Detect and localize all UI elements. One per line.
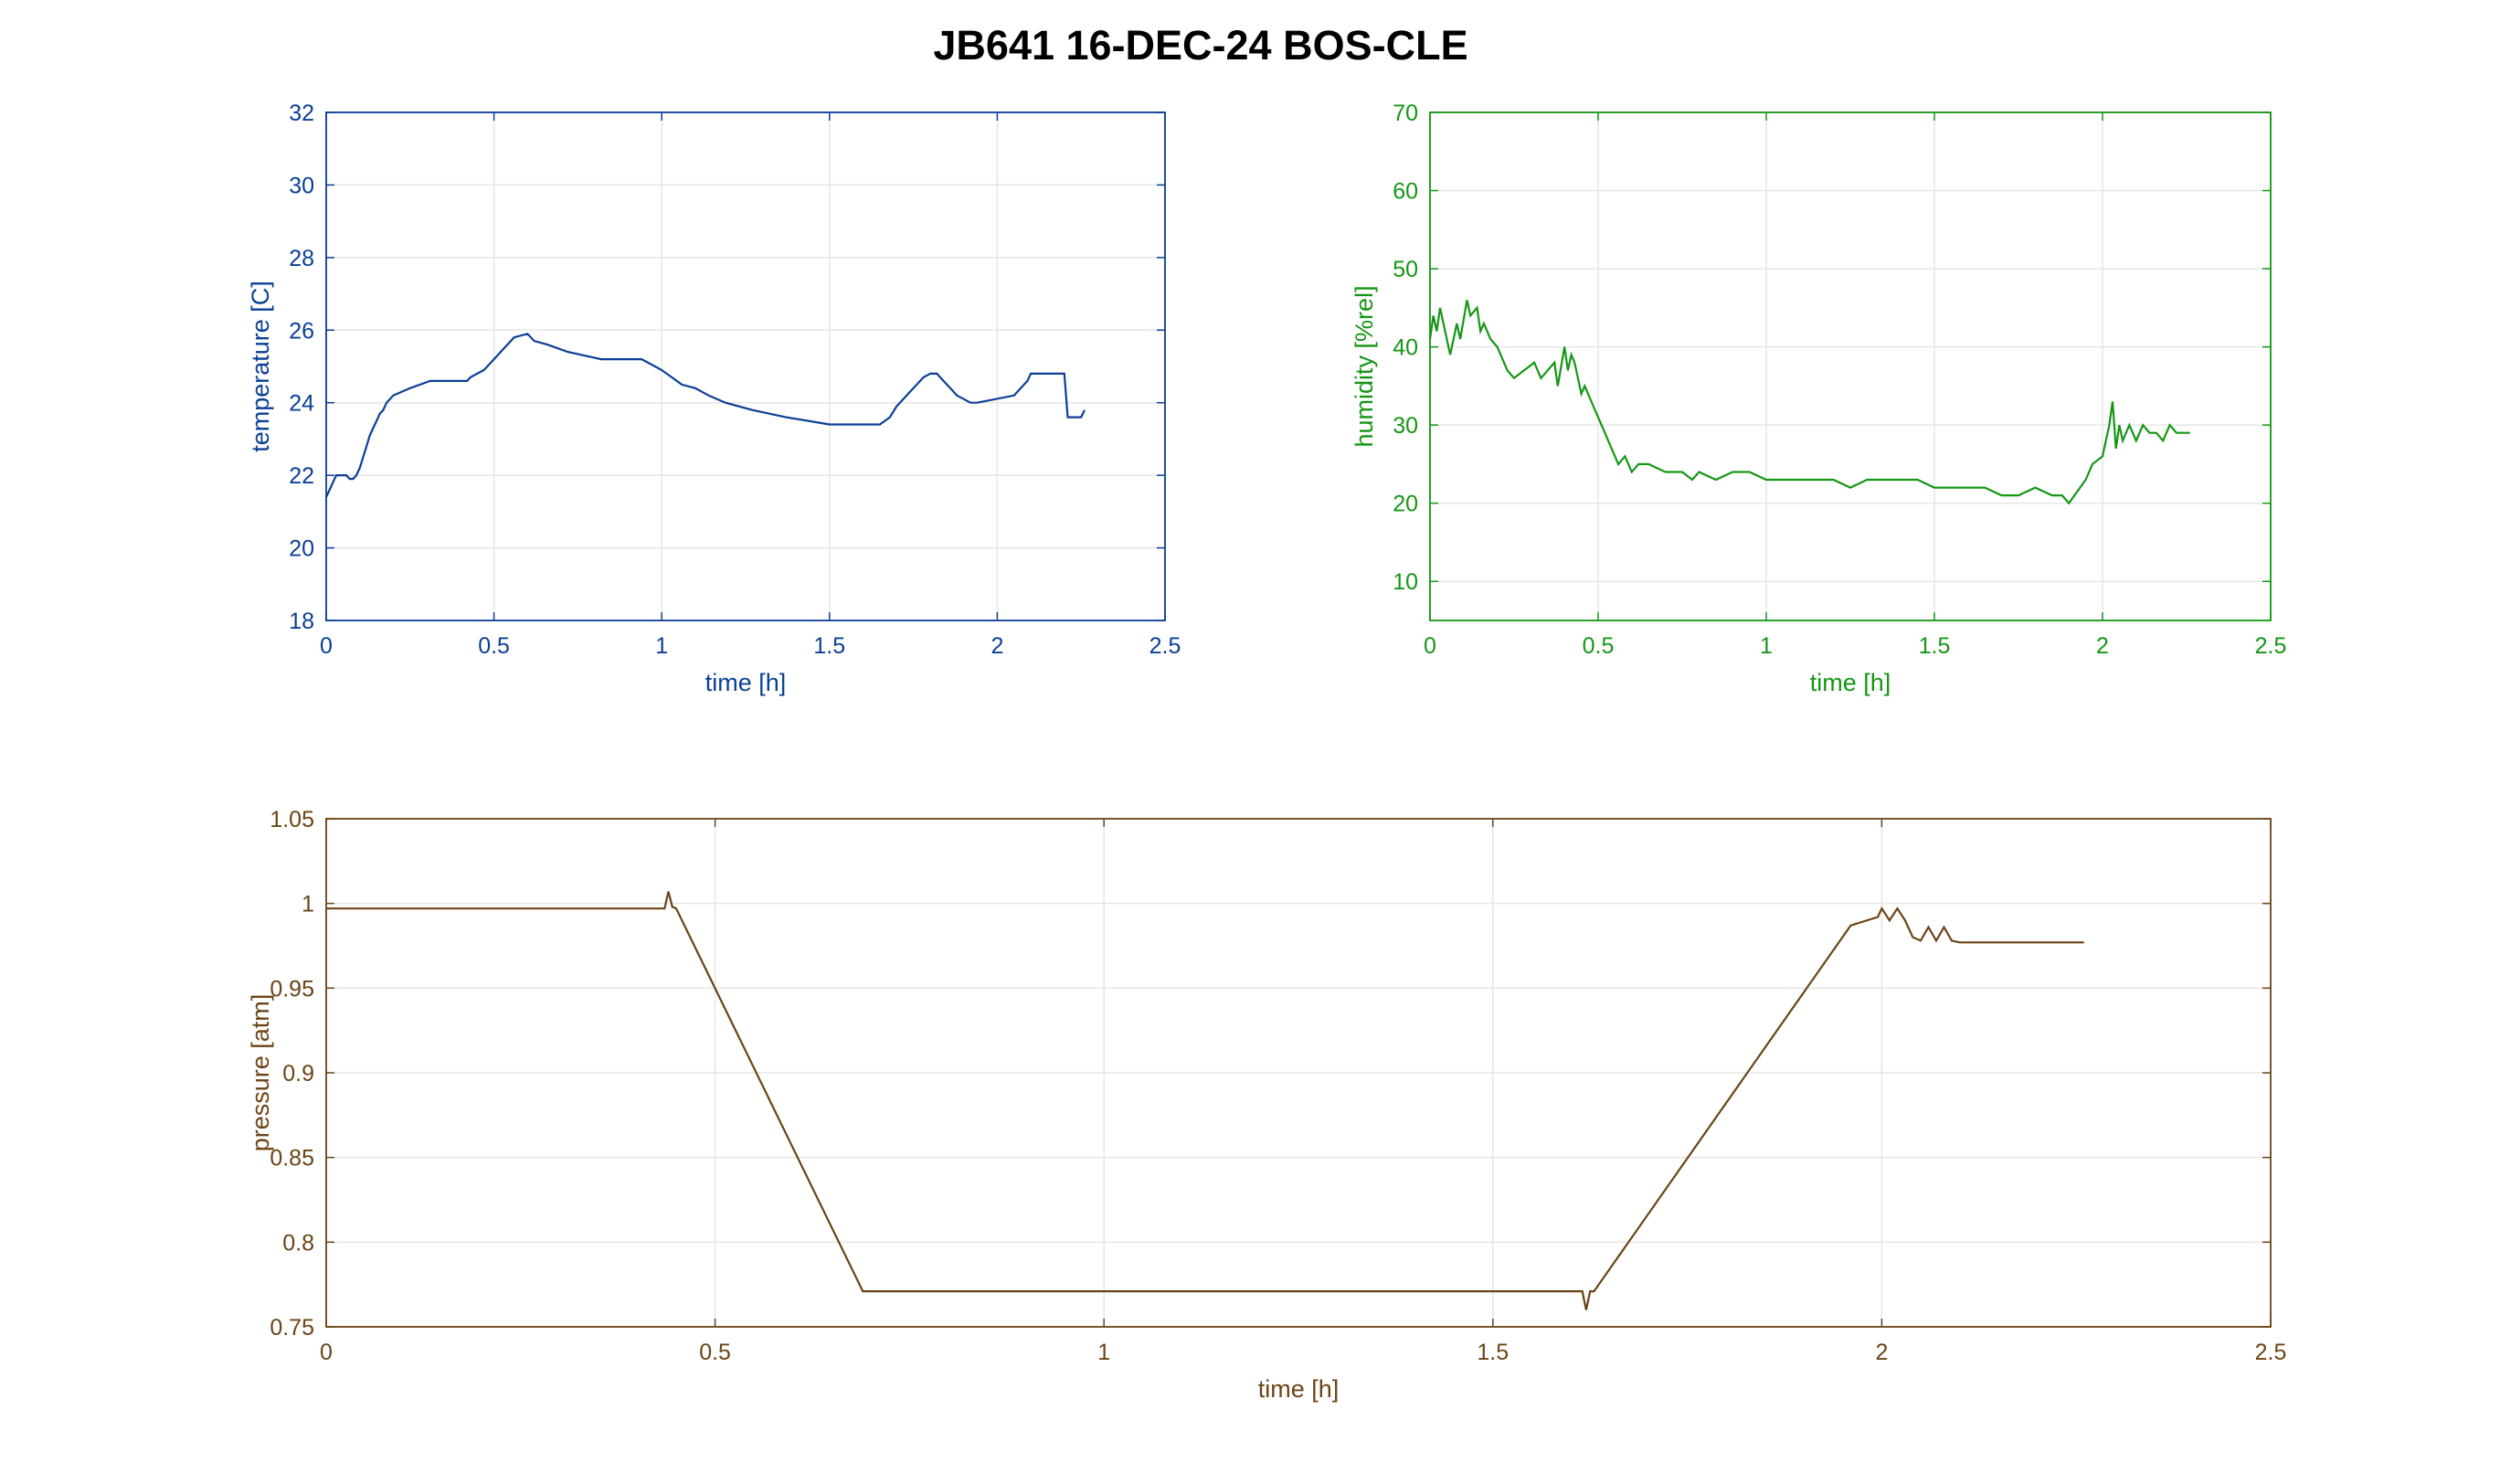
pressure-x-tick-label: 2	[1875, 1340, 1888, 1365]
humidity-y-tick-label: 10	[1393, 569, 1418, 595]
humidity-x-tick-label: 0	[1424, 633, 1436, 659]
pressure-axes-box	[325, 818, 2272, 1328]
temperature-y-tick-label: 32	[289, 101, 314, 126]
pressure-y-tick-label: 0.85	[270, 1146, 314, 1171]
humidity-x-tick-label: 2	[2096, 633, 2109, 659]
temperature-x-tick-label: 0.5	[478, 633, 510, 659]
pressure-y-tick-label: 1.05	[270, 807, 314, 832]
figure-title: JB641 16-DEC-24 BOS-CLE	[933, 22, 1468, 69]
humidity-panel: 0 0.5 1 1.5 2 2.5 10 20 30 40 50 60 70 time [h] humidi…	[1351, 101, 2286, 696]
humidity-y-tick-label: 50	[1393, 257, 1418, 282]
humidity-plot-area	[1430, 112, 2271, 620]
temperature-x-tick-label: 0	[320, 633, 333, 659]
pressure-x-axis-label: time [h]	[1258, 1375, 1340, 1403]
pressure-x-tick-label: 1	[1097, 1340, 1110, 1365]
temperature-y-tick-label: 30	[289, 173, 314, 198]
pressure-y-tick-label: 0.75	[270, 1315, 314, 1341]
temperature-x-axis-label: time [h]	[705, 669, 787, 696]
temperature-y-tick-label: 28	[289, 246, 314, 271]
temperature-series-line	[325, 333, 1086, 498]
humidity-x-tick-label: 1	[1760, 633, 1773, 659]
humidity-series-line	[1428, 300, 2190, 505]
temperature-panel: 0 0.5 1 1.5 2 2.5 18 20 22 24 26 28 30 32 time [h] temp…	[247, 101, 1181, 696]
temperature-y-tick-label: 24	[289, 391, 314, 417]
pressure-y-axis-label: pressure [atm]	[247, 994, 274, 1152]
humidity-x-tick-label: 2.5	[2255, 633, 2287, 659]
humidity-y-tick-label: 70	[1393, 101, 1418, 126]
pressure-y-tick-label: 0.95	[270, 976, 314, 1002]
pressure-x-tick-label: 0.5	[699, 1340, 731, 1365]
pressure-y-tick-label: 0.8	[282, 1230, 314, 1256]
humidity-y-tick-label: 20	[1393, 492, 1418, 517]
temperature-y-tick-label: 26	[289, 318, 314, 344]
temperature-x-tick-label: 1	[655, 633, 668, 659]
pressure-series-line	[326, 891, 2084, 1310]
pressure-y-tick-label: 1	[302, 892, 314, 917]
temperature-y-tick-label: 18	[289, 609, 314, 634]
humidity-y-tick-label: 60	[1393, 179, 1418, 205]
temperature-y-axis-label: temperature [C]	[247, 281, 274, 452]
temperature-x-tick-label: 2.5	[1149, 633, 1181, 659]
pressure-x-tick-label: 0	[320, 1340, 333, 1365]
pressure-x-tick-label: 1.5	[1477, 1340, 1509, 1365]
pressure-x-tick-label: 2.5	[2255, 1340, 2287, 1365]
humidity-x-tick-label: 0.5	[1583, 633, 1615, 659]
pressure-panel: 0 0.5 1 1.5 2 2.5 0.75 0.8 0.85 0.9 0.95 1 1.05 time …	[247, 807, 2286, 1403]
temperature-plot-area	[326, 112, 1165, 620]
humidity-x-tick-label: 1.5	[1919, 633, 1951, 659]
humidity-y-tick-label: 40	[1393, 335, 1418, 361]
humidity-y-tick-label: 30	[1393, 413, 1418, 439]
temperature-x-tick-label: 1.5	[813, 633, 845, 659]
temperature-axes-box	[325, 111, 1166, 621]
temperature-y-tick-label: 22	[289, 463, 314, 489]
humidity-axes-box	[1429, 111, 2272, 621]
pressure-y-tick-label: 0.9	[282, 1061, 314, 1086]
humidity-y-axis-label: humidity [%rel]	[1351, 285, 1378, 447]
humidity-x-axis-label: time [h]	[1810, 669, 1891, 696]
temperature-y-tick-label: 20	[289, 536, 314, 562]
temperature-x-tick-label: 2	[990, 633, 1003, 659]
